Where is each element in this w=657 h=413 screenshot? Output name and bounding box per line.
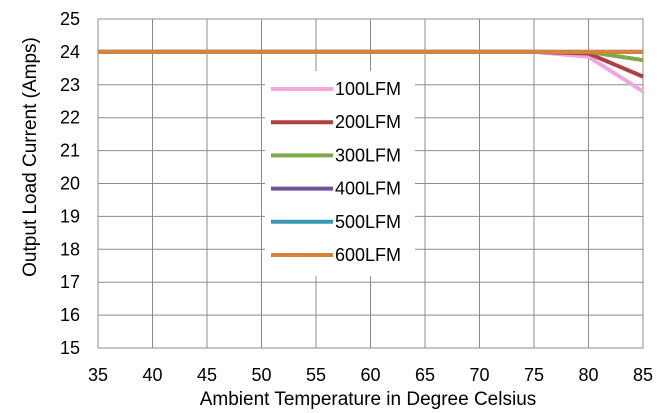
y-tick-label: 23 <box>60 75 80 95</box>
y-tick-label: 17 <box>60 272 80 292</box>
y-tick-label: 18 <box>60 239 80 259</box>
y-tick-label: 15 <box>60 338 80 358</box>
legend-label: 100LFM <box>335 79 401 99</box>
y-tick-label: 20 <box>60 174 80 194</box>
x-tick-label: 80 <box>578 365 598 385</box>
legend: 100LFM 200LFM 300LFM 400LFM 500LFM 600LFM <box>271 79 401 265</box>
legend-label: 600LFM <box>335 245 401 265</box>
x-axis-label: Ambient Temperature in Degree Celsius <box>200 389 537 410</box>
y-tick-label: 16 <box>60 305 80 325</box>
legend-label: 400LFM <box>335 179 401 199</box>
x-tick-label: 65 <box>415 365 435 385</box>
x-tick-label: 55 <box>306 365 326 385</box>
x-tick-label: 50 <box>251 365 271 385</box>
y-tick-label: 24 <box>60 42 80 62</box>
legend-label: 200LFM <box>335 112 401 132</box>
x-tick-label: 45 <box>197 365 217 385</box>
x-tick-label: 85 <box>633 365 653 385</box>
legend-label: 300LFM <box>335 145 401 165</box>
y-axis-label: Output Load Current (Amps) <box>20 37 41 277</box>
y-tick-label: 22 <box>60 108 80 128</box>
legend-label: 500LFM <box>335 212 401 232</box>
legend-box <box>265 71 415 277</box>
tick-labels: 35 40 45 50 55 60 65 70 75 80 85 15 16 17 18 19 20 21 22 23… <box>60 9 653 385</box>
x-tick-label: 40 <box>142 365 162 385</box>
x-tick-label: 75 <box>524 365 544 385</box>
series-lines <box>98 49 645 94</box>
x-tick-label: 35 <box>88 365 108 385</box>
y-tick-label: 19 <box>60 206 80 226</box>
x-tick-label: 70 <box>469 365 489 385</box>
y-tick-label: 21 <box>60 141 80 161</box>
x-tick-label: 60 <box>360 365 380 385</box>
y-tick-label: 25 <box>60 9 80 29</box>
